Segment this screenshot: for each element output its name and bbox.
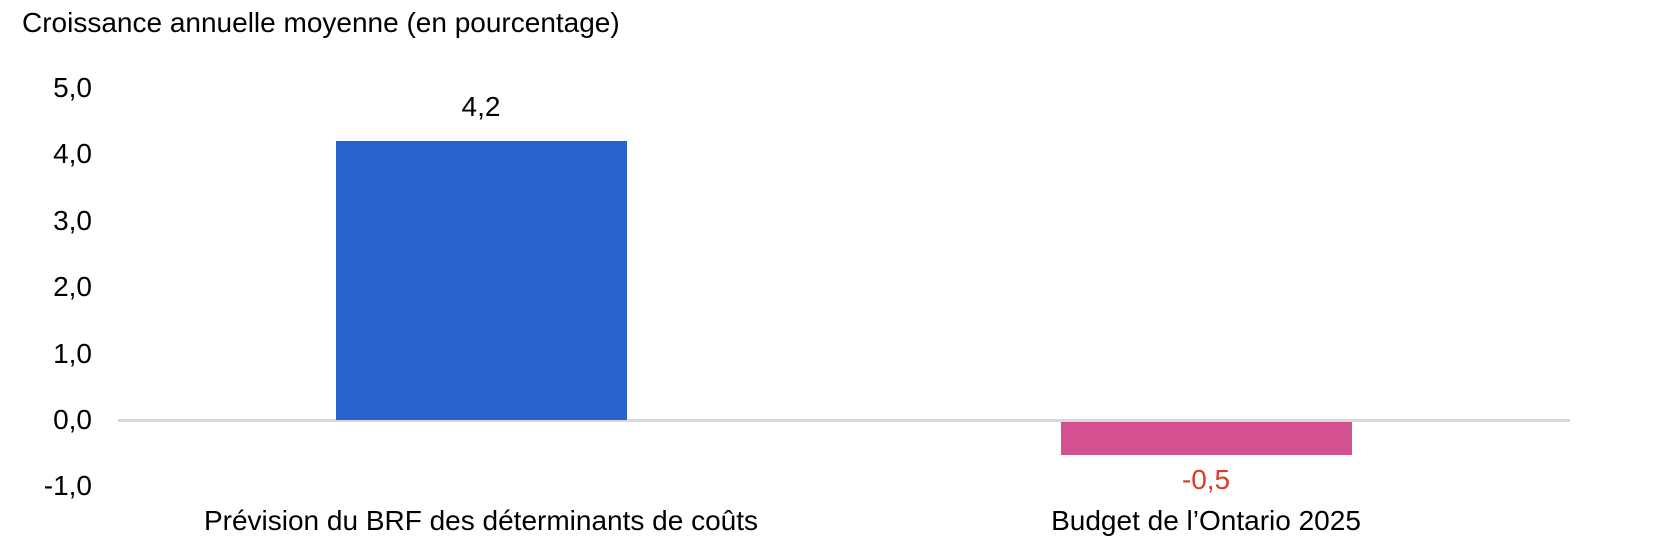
y-tick-label: 5,0 [53,72,92,103]
bar-value-label: 4,2 [461,91,501,123]
category-label: Prévision du BRF des déterminants de coû… [203,505,759,536]
bar-0 [335,141,627,420]
y-tick-label: 3,0 [53,204,92,236]
y-tick-label: 0,0 [53,404,92,435]
y-tick-label: 2,0 [53,271,92,303]
bar-value-label: -0,5 [1181,464,1231,496]
y-tick-label: 1,0 [53,337,92,369]
y-tick-label: 4,0 [53,138,92,170]
bar-1 [1060,422,1352,456]
y-tick-label: -1,0 [43,470,92,502]
chart-title: Croissance annuelle moyenne (en pourcent… [22,7,620,38]
category-label: Budget de l’Ontario 2025 [1051,505,1361,536]
x-axis-zero-line [118,419,1570,422]
